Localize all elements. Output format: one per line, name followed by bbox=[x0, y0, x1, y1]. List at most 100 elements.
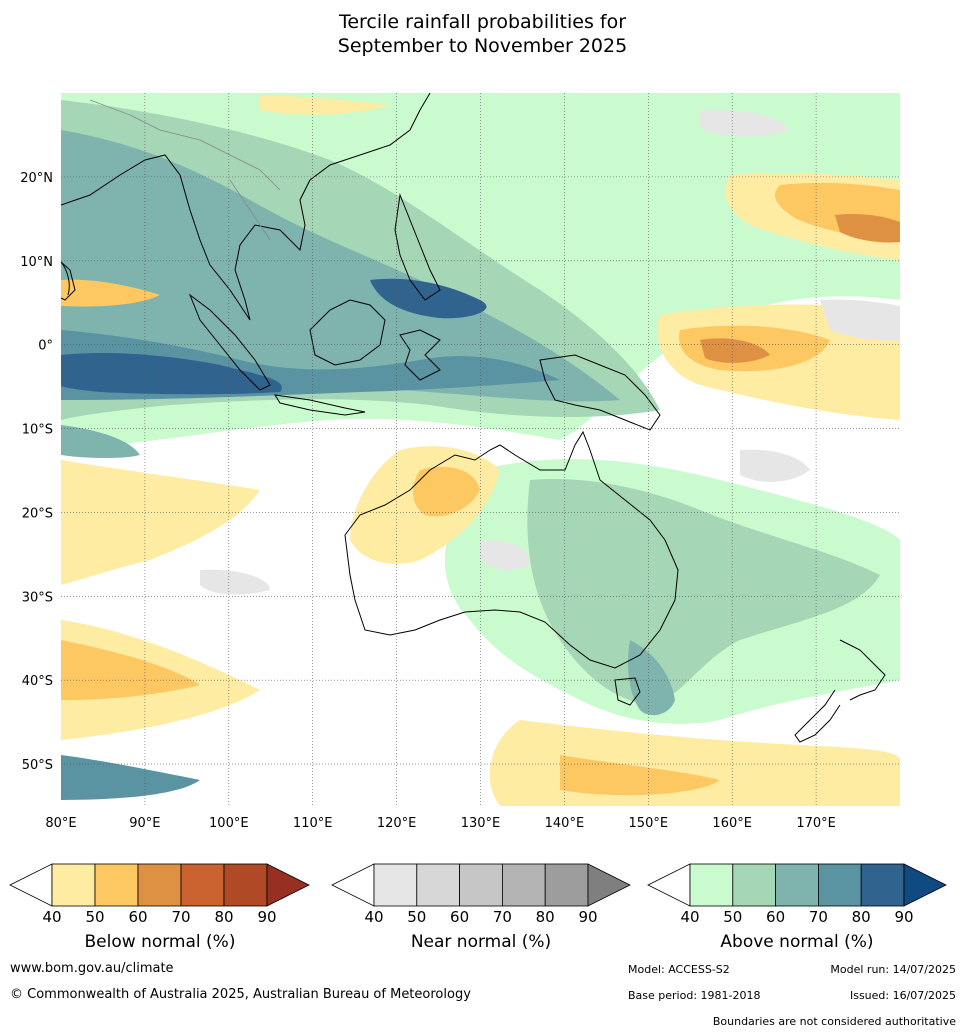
near-normal-region bbox=[700, 109, 790, 137]
above-normal-region bbox=[61, 425, 140, 459]
below-normal-region bbox=[700, 338, 770, 363]
near-normal-region bbox=[820, 299, 900, 341]
colorbar-tick-label: 80 bbox=[536, 908, 555, 926]
latitude-tick-label: 10°S bbox=[22, 423, 53, 438]
latitude-tick-label: 20°S bbox=[22, 506, 53, 521]
latitude-tick-labels: 20°N 10°N 0° 10°S 20°S 30°S 40°S 50°S bbox=[20, 171, 53, 773]
above-normal-region bbox=[628, 640, 675, 716]
sulawesi-coastline bbox=[399, 329, 441, 381]
new-zealand-coastline bbox=[794, 639, 886, 743]
colorbar-segment bbox=[860, 863, 905, 907]
longitude-tick-label: 140°E bbox=[545, 816, 585, 831]
colorbar-tick-label: 90 bbox=[894, 908, 913, 926]
colorbar-min-extension bbox=[647, 863, 691, 907]
website-text: www.bom.gov.au/climate bbox=[10, 961, 174, 976]
below-normal-region bbox=[260, 95, 390, 115]
colorbar-segment bbox=[373, 863, 418, 907]
below-normal-region bbox=[835, 213, 900, 243]
model-text: Model: ACCESS-S2 bbox=[628, 963, 730, 976]
colorbar-tick-label: 50 bbox=[723, 908, 742, 926]
near-normal-region bbox=[740, 449, 810, 482]
colorbar-segment bbox=[51, 863, 96, 907]
longitude-tick-labels: 80°E 90°E 100°E 110°E 120°E 130°E 140°E 150°E 16… bbox=[45, 816, 835, 831]
near-normal-region bbox=[480, 539, 530, 571]
latitude-tick-label: 30°S bbox=[22, 590, 53, 605]
below-normal-region bbox=[413, 466, 480, 517]
map-plot-area bbox=[61, 93, 900, 806]
colorbar-segment bbox=[223, 863, 268, 907]
colorbar-tick-label: 50 bbox=[85, 908, 104, 926]
longitude-tick-label: 160°E bbox=[712, 816, 752, 831]
philippines-coastline bbox=[394, 193, 441, 301]
colorbar-segment bbox=[732, 863, 776, 907]
near-normal-colorbar-label: Near normal (%) bbox=[410, 932, 552, 952]
colorbar-tick-label: 40 bbox=[364, 908, 383, 926]
colorbar-min-extension bbox=[9, 863, 53, 907]
latitude-tick-label: 10°N bbox=[20, 255, 53, 270]
colorbar-tick-label: 80 bbox=[214, 908, 233, 926]
disclaimer-text: Boundaries are not considered authoritat… bbox=[712, 1015, 956, 1028]
gridlines bbox=[61, 93, 900, 806]
colorbar-segment bbox=[180, 863, 225, 907]
colorbars: 40 50 60 70 80 90 40 50 60 70 80 90 40 50 60 70 80 90 bbox=[9, 863, 947, 926]
longitude-tick-label: 150°E bbox=[629, 816, 669, 831]
india-coastline bbox=[61, 261, 76, 301]
longitude-tick-label: 170°E bbox=[796, 816, 836, 831]
colorbar-tick-label: 70 bbox=[809, 908, 828, 926]
map-title: Tercile rainfall probabilities for Septe… bbox=[0, 10, 965, 58]
sumatra-coastline bbox=[188, 293, 271, 391]
longitude-tick-label: 90°E bbox=[129, 816, 160, 831]
near-normal-region bbox=[200, 569, 270, 595]
below-normal-region bbox=[61, 279, 160, 307]
colorbar-tick-label: 40 bbox=[42, 908, 61, 926]
colorbar-max-extension bbox=[266, 863, 310, 907]
colorbar-segment bbox=[689, 863, 734, 907]
below-normal-region bbox=[61, 460, 260, 585]
colorbar-tick-label: 40 bbox=[680, 908, 699, 926]
latitude-tick-label: 0° bbox=[38, 339, 53, 354]
colorbar-tick-label: 70 bbox=[171, 908, 190, 926]
latitude-tick-label: 50°S bbox=[22, 758, 53, 773]
longitude-tick-label: 120°E bbox=[377, 816, 417, 831]
below-normal-region bbox=[61, 640, 200, 700]
colorbar-tick-label: 90 bbox=[578, 908, 597, 926]
colorbar-tick-label: 60 bbox=[128, 908, 147, 926]
colorbar-tick-label: 60 bbox=[766, 908, 785, 926]
colorbar-segment bbox=[416, 863, 460, 907]
longitude-tick-label: 80°E bbox=[45, 816, 76, 831]
colorbar-segment bbox=[501, 863, 546, 907]
above-normal-colorbar-label: Above normal (%) bbox=[720, 932, 874, 952]
asia-coastline bbox=[61, 93, 431, 321]
sri-lanka-coastline bbox=[61, 261, 70, 296]
copyright-text: © Commonwealth of Australia 2025, Austra… bbox=[10, 987, 471, 1002]
colorbar-tick-label: 50 bbox=[407, 908, 426, 926]
above-normal-region bbox=[61, 755, 200, 800]
borders bbox=[89, 99, 281, 241]
coastlines bbox=[61, 93, 886, 743]
tasmania-coastline bbox=[614, 677, 641, 706]
australia-coastline bbox=[344, 430, 679, 669]
issued-text: Issued: 16/07/2025 bbox=[849, 989, 956, 1002]
colorbar-segment bbox=[94, 863, 139, 907]
colorbar-tick-label: 60 bbox=[450, 908, 469, 926]
above-normal-region bbox=[527, 479, 880, 705]
longitude-tick-label: 130°E bbox=[461, 816, 501, 831]
latitude-tick-label: 20°N bbox=[20, 171, 53, 186]
colorbar-max-extension bbox=[903, 863, 947, 907]
below-normal-region bbox=[560, 755, 720, 796]
colorbar-tick-label: 90 bbox=[257, 908, 276, 926]
base-period-text: Base period: 1981-2018 bbox=[628, 989, 761, 1002]
colorbar-segment bbox=[544, 863, 589, 907]
above-normal-region bbox=[61, 353, 282, 395]
colorbar-segment bbox=[137, 863, 182, 907]
colorbar-segment bbox=[459, 863, 503, 907]
longitude-tick-label: 100°E bbox=[209, 816, 249, 831]
borneo-coastline bbox=[309, 299, 386, 366]
colorbar-segment bbox=[775, 863, 819, 907]
new-guinea-coastline bbox=[539, 354, 661, 431]
below-normal-colorbar-label: Below normal (%) bbox=[84, 932, 236, 952]
colorbar-segment bbox=[818, 863, 862, 907]
title-line-2: September to November 2025 bbox=[337, 35, 628, 57]
colorbar-tick-label: 80 bbox=[852, 908, 871, 926]
